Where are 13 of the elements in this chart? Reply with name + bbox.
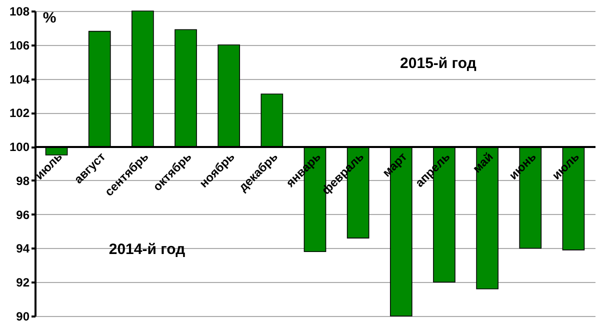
y-tick-label: 100 [9, 140, 30, 154]
y-tick-label: 90 [16, 310, 30, 324]
y-tick-label: 92 [16, 276, 30, 290]
y-tick-label: 96 [16, 208, 30, 222]
annotation: 2015-й год [400, 54, 477, 72]
y-tick-label: 106 [9, 38, 30, 52]
y-tick-label: 98 [16, 174, 30, 188]
annotation: 2014-й год [108, 240, 186, 258]
y-tick-label: 102 [9, 106, 30, 120]
y-axis-title: % [42, 10, 56, 26]
y-tick-label: 104 [9, 72, 30, 86]
y-tick-label: 94 [16, 242, 30, 256]
y-tick-label: 108 [9, 4, 30, 18]
